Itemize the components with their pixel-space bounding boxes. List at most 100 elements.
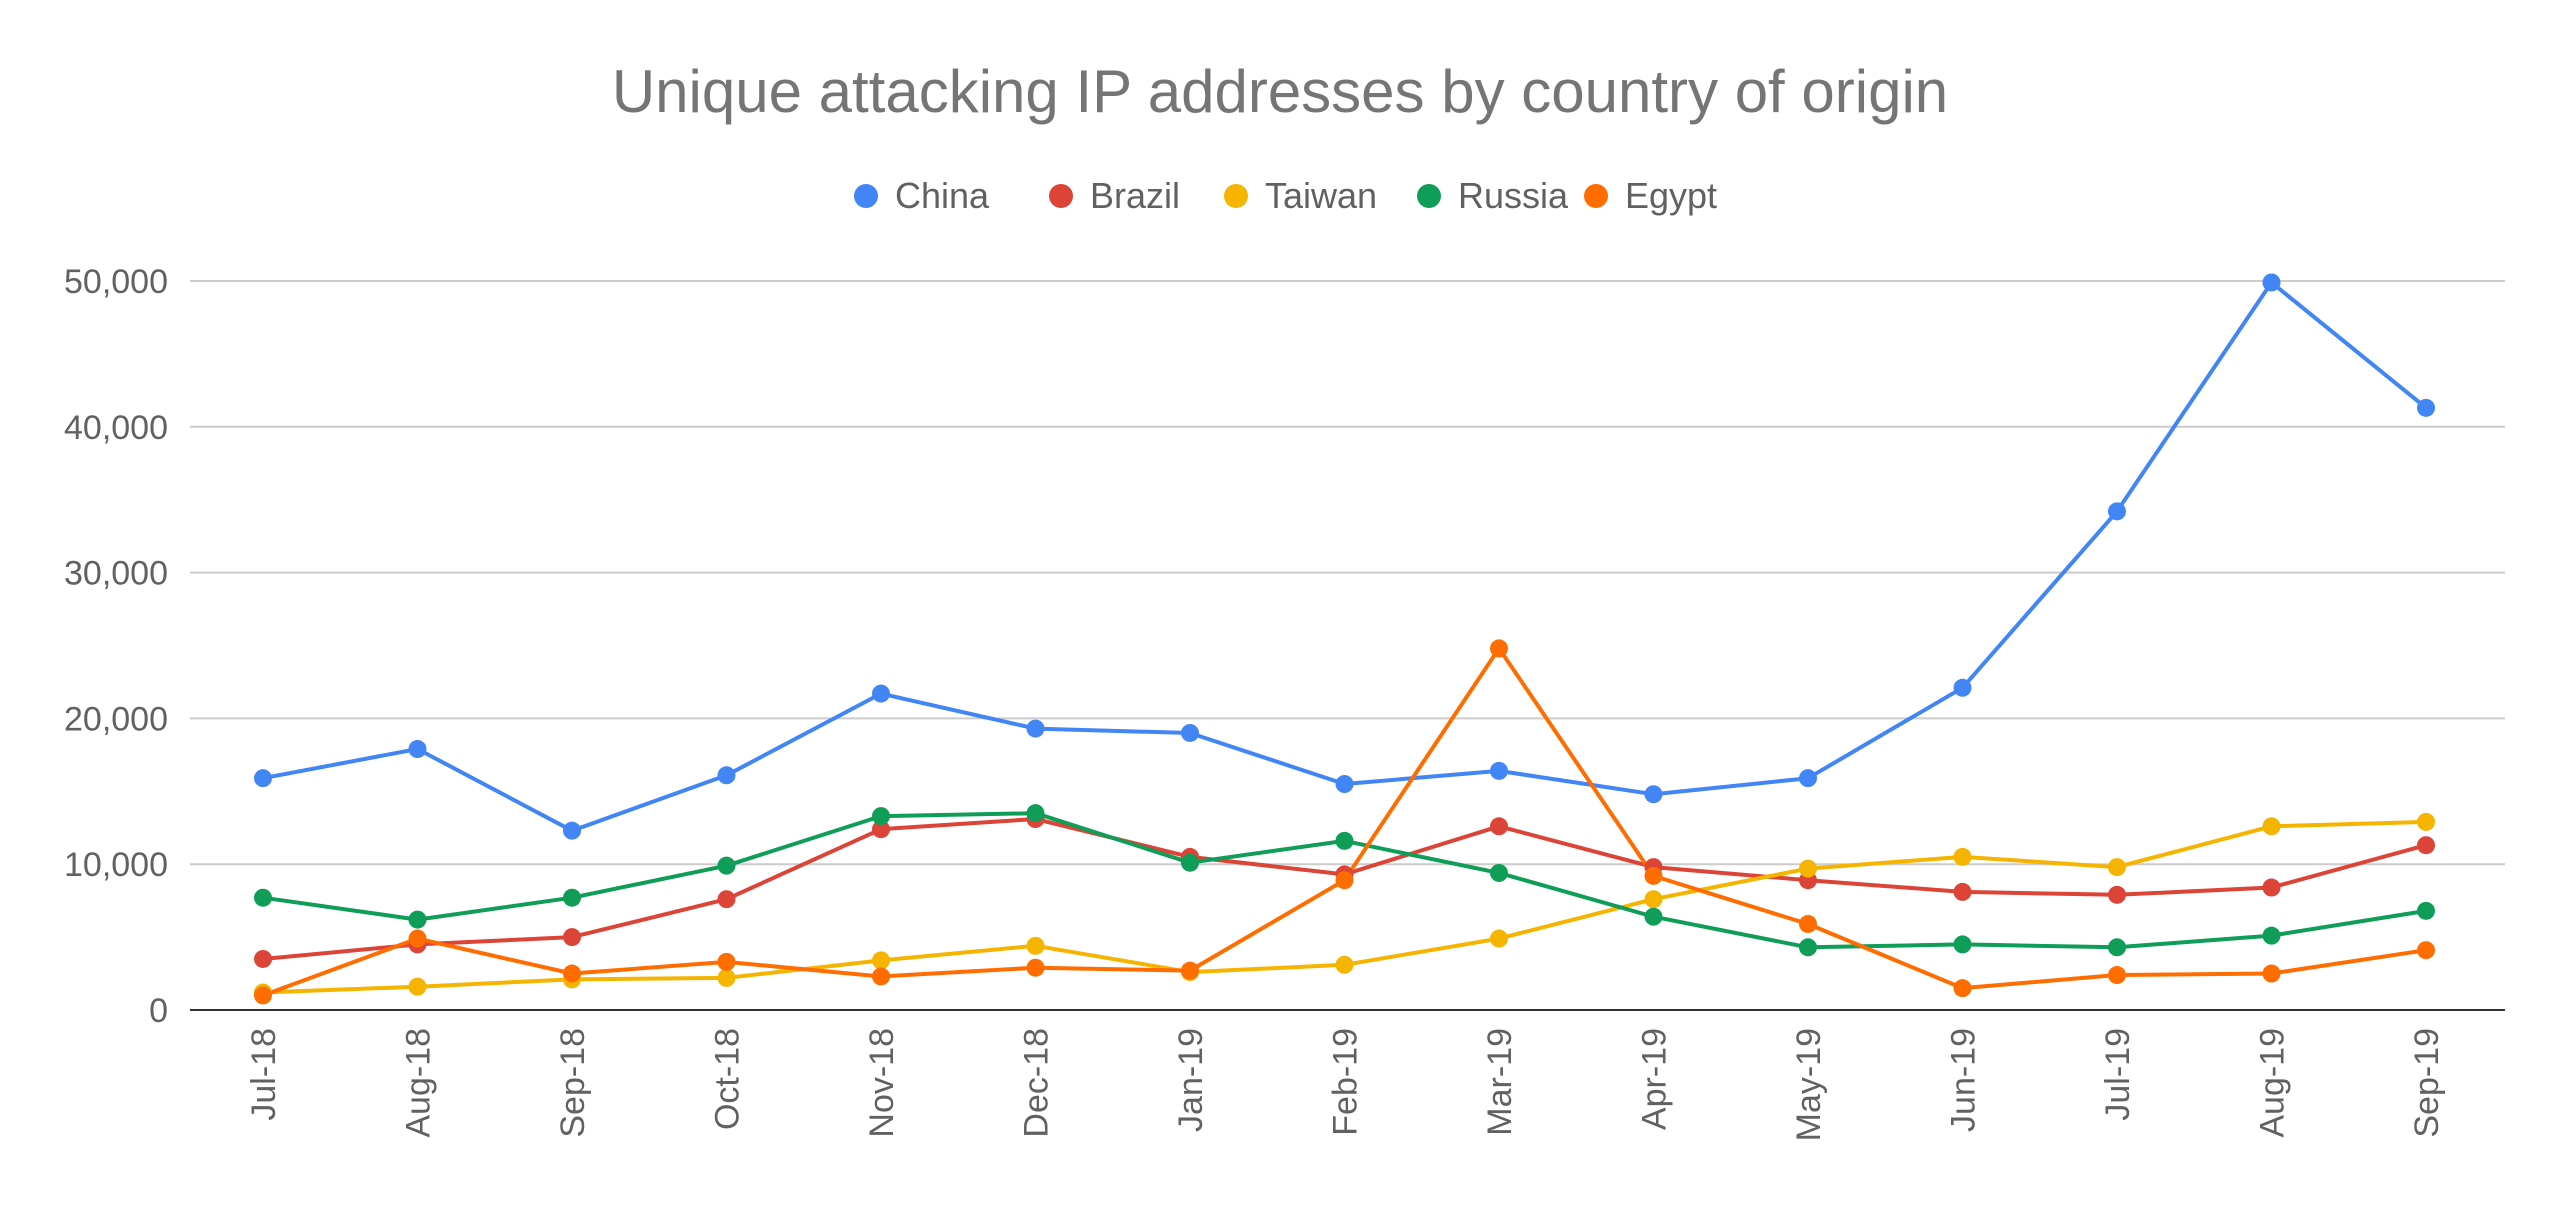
data-point-russia [717, 856, 736, 875]
legend-label: Brazil [1090, 175, 1180, 216]
data-point-egypt [2417, 941, 2435, 960]
legend-label: Russia [1458, 175, 1569, 216]
x-tick-label: Mar-19 [1481, 1028, 1519, 1136]
data-point-brazil [872, 820, 890, 839]
data-point-russia [872, 807, 890, 826]
data-point-china [872, 684, 890, 703]
data-point-russia [1799, 938, 1817, 957]
x-tick-label: Sep-18 [554, 1028, 592, 1138]
data-point-taiwan [2262, 817, 2281, 836]
data-point-russia [254, 888, 272, 907]
legend-marker [1584, 184, 1608, 208]
x-tick-label: Oct-18 [709, 1028, 747, 1130]
data-point-egypt [1799, 914, 1817, 933]
data-point-brazil [563, 928, 581, 947]
data-point-brazil [2108, 885, 2126, 904]
data-point-china [1799, 769, 1817, 788]
data-point-egypt [1026, 958, 1045, 977]
data-point-taiwan [872, 951, 890, 970]
data-point-egypt [717, 952, 736, 971]
y-tick-label: 0 [149, 992, 168, 1030]
data-point-brazil [2417, 836, 2435, 855]
legend-label: Egypt [1625, 175, 1717, 216]
legend-marker [854, 184, 878, 208]
data-point-egypt [254, 986, 272, 1005]
data-point-russia [1490, 863, 1508, 882]
data-point-russia [2108, 938, 2126, 957]
y-axis-ticks: 0 10,000 20,000 30,000 40,000 50,000 [64, 263, 168, 1030]
data-point-russia [1335, 831, 1354, 850]
data-point-taiwan [1335, 955, 1354, 974]
data-point-china [563, 821, 581, 840]
series-line-china [262, 280, 2428, 833]
data-point-egypt [1953, 979, 1972, 998]
x-tick-label: Jul-19 [2099, 1028, 2137, 1121]
y-tick-label: 20,000 [64, 700, 168, 738]
data-point-egypt [1335, 871, 1354, 890]
data-point-china [1335, 775, 1354, 794]
x-tick-label: Aug-18 [400, 1028, 438, 1138]
legend-marker [1417, 184, 1441, 208]
legend-item-brazil: Brazil [1049, 175, 1180, 216]
data-point-egypt [563, 964, 581, 983]
data-point-china [1490, 761, 1508, 780]
data-point-taiwan [2417, 812, 2435, 831]
data-point-china [717, 766, 736, 785]
data-point-brazil [717, 890, 736, 909]
data-point-egypt [2108, 966, 2126, 985]
x-tick-label: Nov-18 [863, 1028, 901, 1138]
data-point-taiwan [1953, 847, 1972, 866]
x-tick-label: May-19 [1790, 1028, 1828, 1141]
data-point-taiwan [1799, 859, 1817, 878]
data-point-china [254, 769, 272, 788]
data-point-taiwan [2108, 858, 2126, 877]
legend-item-russia: Russia [1417, 175, 1569, 216]
data-point-egypt [1490, 639, 1508, 658]
data-point-egypt [872, 967, 890, 986]
data-point-russia [1026, 804, 1045, 823]
data-point-brazil [1953, 882, 1972, 901]
data-point-taiwan [1490, 929, 1508, 948]
x-tick-label: Feb-19 [1327, 1028, 1365, 1136]
x-axis-ticks: Jul-18 Aug-18 Sep-18 Oct-18 Nov-18 Dec-18 Jan-… [245, 1028, 2446, 1141]
data-point-russia [1953, 935, 1972, 954]
data-point-taiwan [1644, 890, 1663, 909]
data-point-brazil [1490, 817, 1508, 836]
y-tick-label: 10,000 [64, 846, 168, 884]
data-point-egypt [1181, 961, 1199, 980]
x-tick-label: Apr-19 [1636, 1028, 1674, 1130]
data-point-egypt [1644, 866, 1663, 885]
y-tick-label: 30,000 [64, 555, 168, 593]
data-point-china [408, 740, 427, 759]
x-tick-label: Sep-19 [2408, 1028, 2446, 1138]
data-point-china [1644, 785, 1663, 804]
legend-marker [1224, 184, 1248, 208]
data-point-russia [1181, 853, 1199, 872]
data-point-china [1181, 723, 1199, 742]
legend-label: Taiwan [1265, 175, 1377, 216]
x-tick-label: Jul-18 [245, 1028, 283, 1121]
data-point-russia [408, 910, 427, 929]
data-point-egypt [2262, 964, 2281, 983]
data-point-russia [2417, 901, 2435, 920]
data-point-china [2417, 398, 2435, 417]
data-point-china [2108, 502, 2126, 521]
data-point-russia [2262, 926, 2281, 945]
x-tick-label: Aug-19 [2254, 1028, 2292, 1138]
x-tick-label: Jun-19 [1945, 1028, 1983, 1132]
legend-label: China [895, 175, 990, 216]
legend-marker [1049, 184, 1073, 208]
x-tick-label: Dec-18 [1018, 1028, 1056, 1138]
series-line-egypt [262, 646, 2427, 998]
data-point-brazil [2262, 878, 2281, 897]
series-points [254, 273, 2435, 1005]
data-point-russia [1644, 907, 1663, 926]
legend-item-egypt: Egypt [1584, 175, 1717, 216]
data-point-egypt [408, 929, 427, 948]
x-tick-label: Jan-19 [1172, 1028, 1210, 1132]
chart-title: Unique attacking IP addresses by country… [612, 58, 1948, 125]
data-point-taiwan [1026, 936, 1045, 955]
legend: China Brazil Taiwan Russia Egypt [854, 175, 1717, 216]
data-point-taiwan [717, 968, 736, 987]
